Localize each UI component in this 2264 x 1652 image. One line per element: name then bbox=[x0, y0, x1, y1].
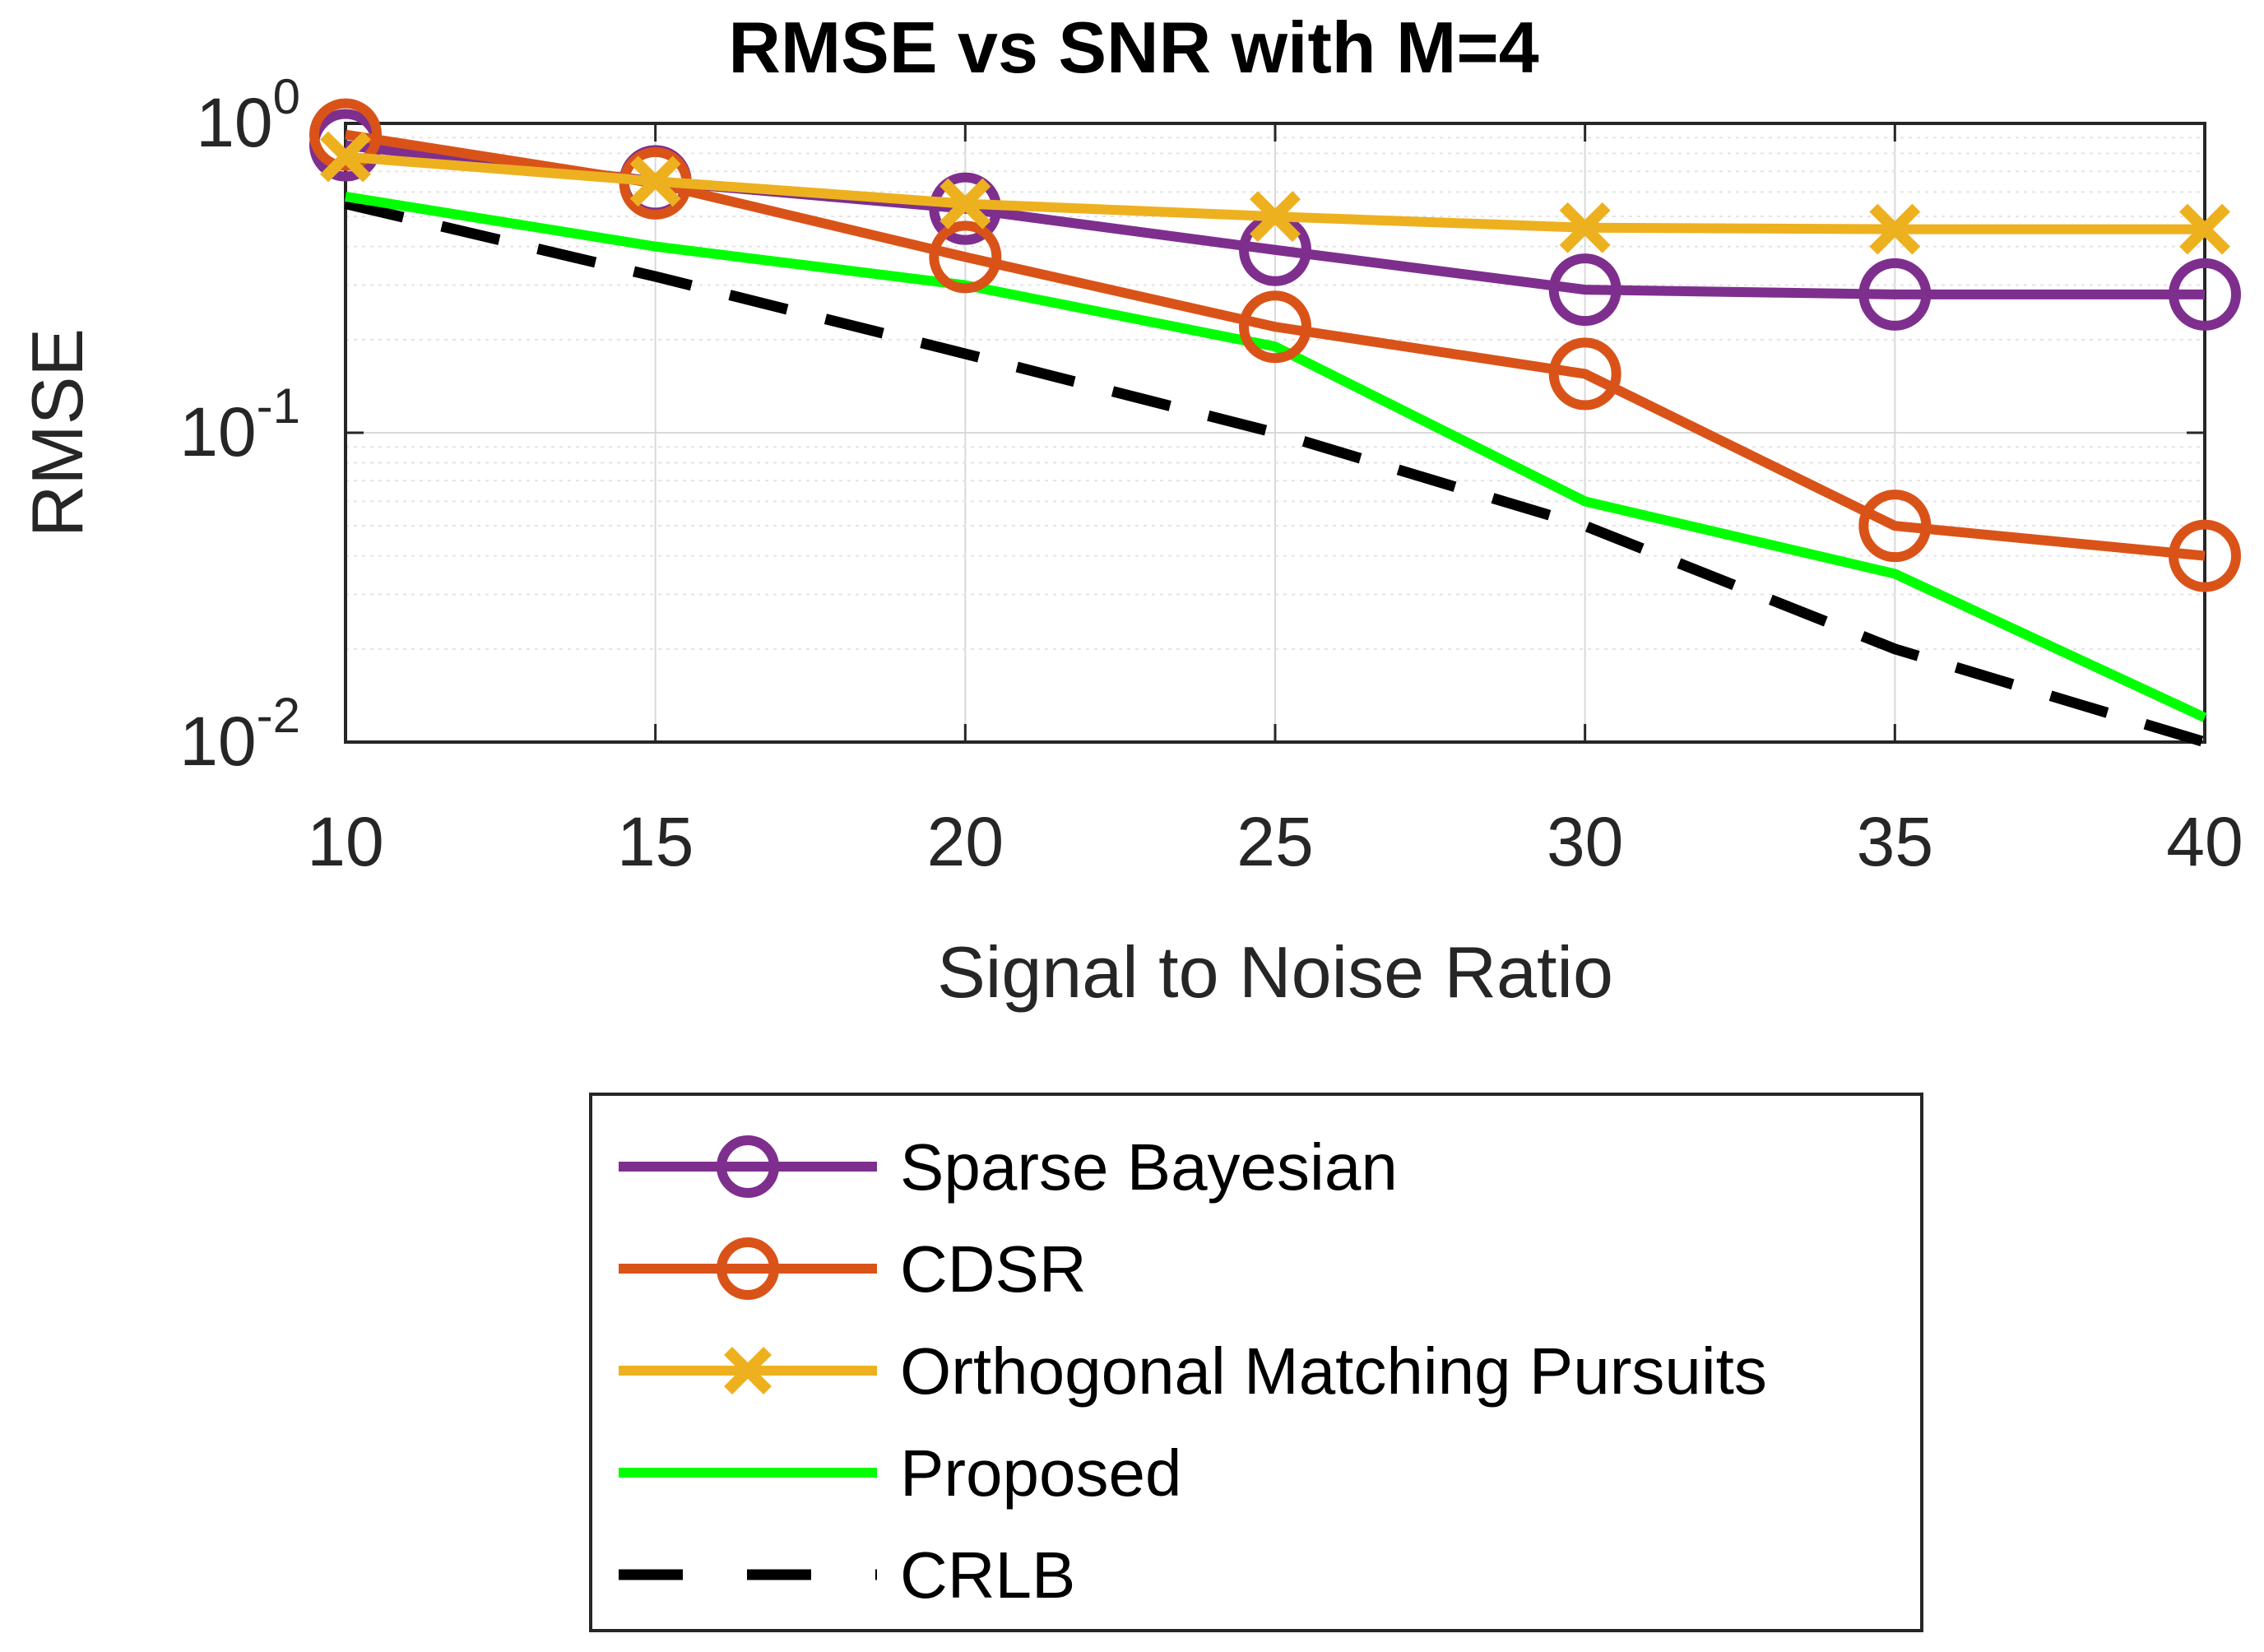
data-point-x-stroke bbox=[1869, 203, 1921, 255]
x-tick-label: 15 bbox=[617, 803, 694, 880]
legend-item: CRLB bbox=[619, 1538, 1075, 1612]
chart-title: RMSE vs SNR with M=4 bbox=[728, 7, 1538, 88]
series-line bbox=[344, 198, 2206, 748]
data-point-circle bbox=[1239, 290, 1311, 364]
series-orthogonal-matching-pursuits bbox=[320, 131, 2230, 255]
x-tick-label: 10 bbox=[307, 803, 383, 880]
x-tick-label: 20 bbox=[927, 803, 1004, 880]
data-point-x-stroke bbox=[1559, 202, 1611, 253]
series-crlb bbox=[344, 198, 2206, 748]
data-point-circle bbox=[2169, 519, 2241, 592]
y-tick-label: 10-1 bbox=[179, 378, 300, 471]
x-tick-label: 25 bbox=[1236, 803, 1313, 880]
legend-label: Sparse Bayesian bbox=[900, 1130, 1398, 1204]
legend-label: CRLB bbox=[900, 1538, 1075, 1612]
data-point-x-stroke bbox=[2179, 203, 2230, 255]
legend-item: Sparse Bayesian bbox=[619, 1130, 1398, 1204]
y-tick-base: 10 bbox=[179, 393, 256, 471]
y-axis-label: RMSE bbox=[16, 328, 98, 537]
data-point-x-stroke bbox=[629, 155, 681, 207]
data-point-x bbox=[320, 131, 371, 183]
legend-item: Orthogonal Matching Pursuits bbox=[619, 1334, 1767, 1408]
data-point-circle bbox=[929, 220, 1002, 294]
data-point-x-stroke bbox=[1250, 191, 1301, 243]
data-point-x bbox=[1559, 202, 1611, 253]
legend-swatch-circle bbox=[717, 1135, 779, 1198]
y-tick-exponent: 0 bbox=[273, 69, 300, 124]
data-point-x bbox=[1869, 203, 1921, 255]
data-point-circle bbox=[1858, 490, 1932, 563]
legend-label: Proposed bbox=[900, 1436, 1181, 1510]
x-tick-labels: 10 15 20 25 30 35 40 bbox=[307, 803, 2243, 880]
data-point-x bbox=[939, 178, 991, 230]
x-tick-label: 30 bbox=[1547, 803, 1623, 880]
data-series bbox=[309, 98, 2241, 748]
series-line bbox=[345, 192, 2207, 722]
data-point-circle bbox=[1548, 337, 1621, 411]
legend-swatch-x bbox=[724, 1347, 772, 1394]
data-point-x-stroke bbox=[320, 131, 371, 183]
y-tick-base: 10 bbox=[179, 703, 256, 780]
legend-label: CDSR bbox=[900, 1232, 1087, 1306]
data-point-circle bbox=[309, 98, 382, 171]
x-tick-label: 40 bbox=[2166, 803, 2243, 880]
data-point-x bbox=[629, 155, 681, 207]
x-axis-label: Signal to Noise Ratio bbox=[937, 931, 1613, 1013]
data-point-x-stroke bbox=[939, 178, 991, 230]
y-tick-exponent: -1 bbox=[257, 378, 300, 434]
y-tick-base: 10 bbox=[196, 84, 272, 161]
legend-items: Sparse Bayesian CDSR Orthogonal Matching P… bbox=[619, 1130, 1767, 1612]
data-point-x bbox=[2179, 203, 2230, 255]
series-proposed bbox=[345, 192, 2207, 722]
y-tick-label: 100 bbox=[196, 69, 300, 161]
data-point-x bbox=[1250, 191, 1301, 243]
data-point-circle bbox=[1548, 253, 1621, 327]
legend-label: Orthogonal Matching Pursuits bbox=[900, 1334, 1767, 1408]
legend-item: Proposed bbox=[619, 1436, 1181, 1510]
legend-box bbox=[589, 1093, 1923, 1632]
legend: Sparse Bayesian CDSR Orthogonal Matching P… bbox=[589, 1093, 1923, 1632]
x-tick-label: 35 bbox=[1857, 803, 1933, 880]
y-tick-exponent: -2 bbox=[257, 688, 300, 743]
data-point-circle bbox=[2169, 258, 2241, 331]
y-tick-label: 10-2 bbox=[179, 688, 300, 780]
legend-item: CDSR bbox=[619, 1232, 1087, 1306]
legend-swatch-circle bbox=[717, 1237, 779, 1300]
data-point-circle bbox=[1858, 258, 1932, 331]
